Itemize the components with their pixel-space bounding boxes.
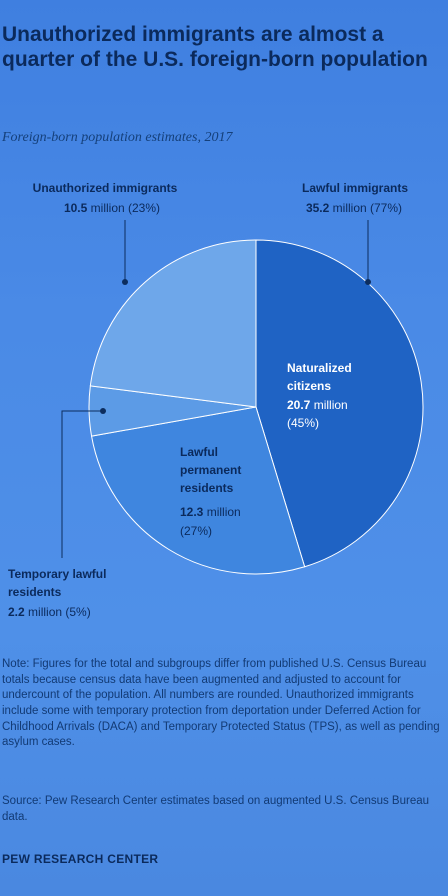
lawful-pct: (77%) xyxy=(370,201,402,215)
chart-title: Unauthorized immigrants are almost a qua… xyxy=(2,22,442,72)
unauthorized-value-line: 10.5 million (23%) xyxy=(64,201,160,215)
pie-slices xyxy=(89,240,423,574)
temporary-label-line1: Temporary lawful xyxy=(8,567,106,581)
permanent-pct: (27%) xyxy=(180,524,212,538)
brand-wordmark: PEW RESEARCH CENTER xyxy=(2,852,158,866)
temporary-value-line: 2.2 million (5%) xyxy=(8,605,91,619)
naturalized-pct: (45%) xyxy=(287,416,319,430)
temporary-label-group: Temporary lawful residents 2.2 million (… xyxy=(8,567,106,619)
temporary-label-line2: residents xyxy=(8,585,62,599)
permanent-label-line2: permanent xyxy=(180,463,241,477)
lawful-label: Lawful immigrants xyxy=(302,181,408,195)
lawful-unit: million xyxy=(333,201,367,215)
chart-subtitle: Foreign-born population estimates, 2017 xyxy=(2,130,442,146)
chart-note: Note: Figures for the total and subgroup… xyxy=(2,657,442,751)
permanent-value-line: 12.3 million xyxy=(180,505,241,519)
temporary-value: 2.2 xyxy=(8,605,25,619)
naturalized-value: 20.7 xyxy=(287,398,311,412)
pie-slice-unauthorized-immigrants xyxy=(90,240,256,407)
permanent-unit: million xyxy=(207,505,241,519)
permanent-value: 12.3 xyxy=(180,505,204,519)
unauthorized-unit: million xyxy=(91,201,125,215)
unauthorized-value: 10.5 xyxy=(64,201,88,215)
lawful-value-line: 35.2 million (77%) xyxy=(306,201,402,215)
permanent-label-line3: residents xyxy=(180,481,234,495)
naturalized-label-line1: Naturalized xyxy=(287,361,352,375)
temporary-leader-dot xyxy=(100,408,106,414)
naturalized-label-line2: citizens xyxy=(287,379,331,393)
lawful-leader-dot xyxy=(365,279,371,285)
lawful-value: 35.2 xyxy=(306,201,330,215)
naturalized-unit: million xyxy=(314,398,348,412)
temporary-pct: (5%) xyxy=(65,605,90,619)
permanent-label-line1: Lawful xyxy=(180,445,218,459)
unauthorized-pct: (23%) xyxy=(128,201,160,215)
unauthorized-leader-dot xyxy=(122,279,128,285)
temporary-unit: million xyxy=(28,605,62,619)
unauthorized-label: Unauthorized immigrants xyxy=(33,181,178,195)
chart-source: Source: Pew Research Center estimates ba… xyxy=(2,794,442,825)
naturalized-value-line: 20.7 million xyxy=(287,398,348,412)
pie-chart: Unauthorized immigrants 10.5 million (23… xyxy=(0,150,448,650)
